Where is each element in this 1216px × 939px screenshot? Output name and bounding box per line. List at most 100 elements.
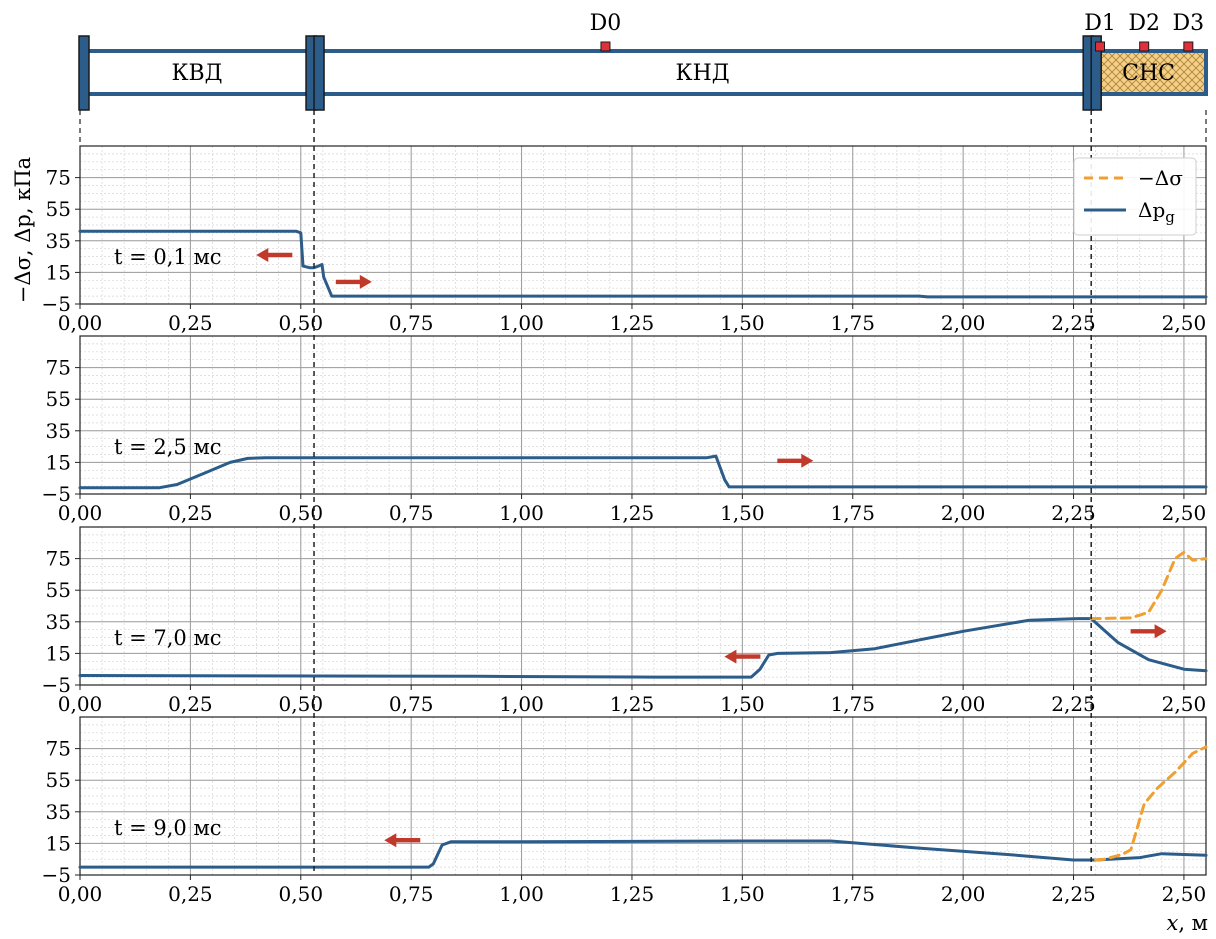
x-tick-label: 0,25	[168, 882, 213, 906]
sensor-label: D2	[1128, 11, 1160, 36]
x-tick-label: 2,25	[1051, 311, 1096, 335]
sensor-marker	[1183, 41, 1194, 52]
x-tick-label: 1,25	[610, 882, 655, 906]
section-label: СНС	[1122, 61, 1175, 86]
x-tick-label: 2,50	[1162, 311, 1207, 335]
series-pg	[78, 454, 1208, 490]
x-tick-label: 0,50	[279, 692, 324, 716]
y-tick-label: 75	[46, 166, 71, 190]
plot-frame	[79, 145, 1207, 305]
y-tick-label: 55	[46, 387, 71, 411]
flange	[313, 35, 325, 111]
sensor-label: D3	[1173, 11, 1205, 36]
x-tick-label: 1,75	[830, 311, 875, 335]
sensor-label: D0	[590, 11, 622, 36]
panel-4: 0,00 0,25 0,50 0,75 1,00 1,25 1,50 1,75 2,00 2,25…	[42, 716, 1208, 906]
sensor-marker	[600, 41, 611, 52]
series-sigma	[1094, 745, 1208, 862]
y-tick-label: −5	[42, 482, 71, 506]
x-tick-label: 1,00	[499, 311, 544, 335]
time-label: t = 9,0 мс	[114, 816, 222, 840]
y-tick-label: 15	[46, 260, 71, 284]
panel-2: 0,00 0,25 0,50 0,75 1,00 1,25 1,50 1,75 2,00 2,25…	[42, 335, 1208, 525]
wave-direction-arrow	[256, 248, 293, 262]
flange	[78, 35, 90, 111]
y-tick-label: 55	[46, 768, 71, 792]
series-sigma	[1089, 550, 1208, 621]
x-tick-label: 1,00	[499, 501, 544, 525]
x-tick-label: 1,75	[830, 882, 875, 906]
x-tick-label: 2,25	[1051, 692, 1096, 716]
x-tick-label: 1,00	[499, 882, 544, 906]
x-tick-label: 1,25	[610, 501, 655, 525]
time-label: t = 0,1 мс	[114, 245, 222, 269]
boundary-lines	[79, 110, 1207, 875]
x-tick-label: 1,75	[830, 692, 875, 716]
y-tick-label: 75	[46, 356, 71, 380]
x-tick-label: 0,00	[58, 311, 103, 335]
x-tick-label: 1,50	[720, 692, 765, 716]
wave-direction-arrow	[384, 833, 421, 848]
x-tick-label: 0,50	[279, 501, 324, 525]
x-tick-label: 0,75	[389, 882, 434, 906]
x-tick-label: 1,50	[720, 501, 765, 525]
wave-direction-arrow	[724, 649, 761, 664]
series-pg	[78, 839, 1208, 869]
y-tick-label: 75	[46, 737, 71, 761]
x-tick-label: 2,50	[1162, 882, 1207, 906]
section-label: КВД	[171, 61, 222, 86]
y-tick-label: 15	[46, 641, 71, 665]
plot-frame	[79, 335, 1207, 495]
flange	[1090, 35, 1102, 111]
x-tick-label: 2,00	[941, 882, 986, 906]
x-tick-label: 0,25	[168, 501, 213, 525]
x-tick-label: 1,25	[610, 311, 655, 335]
time-label: t = 7,0 мс	[114, 626, 222, 650]
setup-diagram: КВД КНД СНС D0 D1 D2 D3	[78, 11, 1208, 111]
y-tick-label: −5	[42, 863, 71, 887]
time-label: t = 2,5 мс	[114, 435, 222, 459]
y-tick-label: 15	[46, 831, 71, 855]
x-tick-label: 2,50	[1162, 501, 1207, 525]
sensor-marker	[1095, 41, 1106, 52]
x-axis-label: x, м	[1166, 911, 1208, 935]
x-tick-label: 2,00	[941, 311, 986, 335]
sensor-marker	[1139, 41, 1150, 52]
x-tick-label: 0,75	[389, 501, 434, 525]
x-tick-label: 0,50	[279, 311, 324, 335]
y-tick-label: 35	[46, 610, 71, 634]
y-tick-label: 75	[46, 547, 71, 571]
x-tick-label: 0,25	[168, 311, 213, 335]
x-tick-label: 0,25	[168, 692, 213, 716]
y-axis-label: −Δσ, Δp, кПа	[11, 157, 35, 303]
x-tick-label: 1,75	[830, 501, 875, 525]
x-tick-label: 2,25	[1051, 501, 1096, 525]
x-tick-label: 0,00	[58, 501, 103, 525]
section-label: КНД	[676, 61, 730, 86]
x-tick-label: 1,50	[720, 882, 765, 906]
wave-direction-arrow	[777, 453, 814, 468]
y-tick-label: 15	[46, 450, 71, 474]
plot-frame	[79, 716, 1207, 876]
y-tick-label: 35	[46, 800, 71, 824]
y-tick-label: 55	[46, 197, 71, 221]
y-tick-label: 35	[46, 229, 71, 253]
x-tick-label: 2,25	[1051, 882, 1096, 906]
sensor-label: D1	[1084, 11, 1116, 36]
series-pg	[78, 617, 1208, 679]
y-tick-label: −5	[42, 673, 71, 697]
wave-direction-arrow	[1130, 624, 1167, 639]
y-tick-label: −5	[42, 292, 71, 316]
chart-panels: 0,00 0,25 0,50 0,75 1,00 1,25 1,50 1,75 2,00 2,25…	[42, 145, 1208, 906]
x-tick-label: 1,25	[610, 692, 655, 716]
x-tick-label: 1,50	[720, 311, 765, 335]
x-tick-label: 0,50	[279, 882, 324, 906]
cns-section	[1089, 49, 1208, 96]
x-tick-label: 0,00	[58, 692, 103, 716]
wave-direction-arrow	[335, 274, 372, 289]
x-tick-label: 0,75	[389, 311, 434, 335]
panel-3: 0,00 0,25 0,50 0,75 1,00 1,25 1,50 1,75 2,00 2,25…	[42, 526, 1208, 716]
series-pg	[78, 229, 1208, 299]
x-tick-label: 2,00	[941, 692, 986, 716]
plot-frame	[79, 526, 1207, 686]
